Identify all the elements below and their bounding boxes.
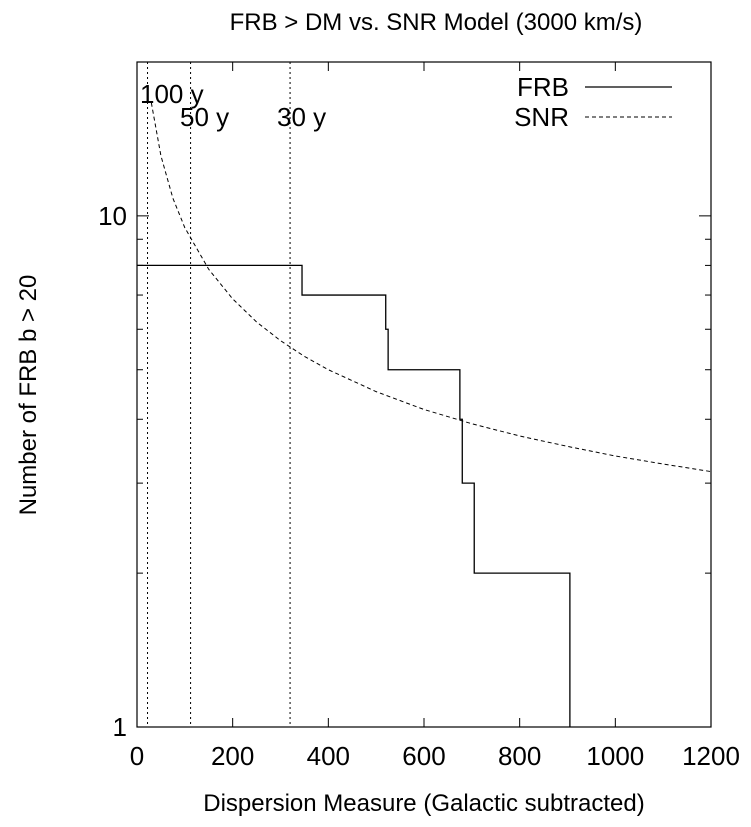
series-line-frb xyxy=(137,264,571,727)
y-axis-title: Number of FRB b > 20 xyxy=(15,275,42,516)
plot-frame xyxy=(136,61,712,728)
x-tick-label: 1200 xyxy=(682,741,740,771)
y-tick-label: 10 xyxy=(98,201,127,231)
x-tick-label: 1000 xyxy=(586,741,644,771)
y-tick-label: 1 xyxy=(113,712,127,742)
x-tick-label: 400 xyxy=(307,741,350,771)
vline-label: 30 y xyxy=(277,102,326,132)
vline-label: 100 y xyxy=(140,79,204,109)
series-line-snr xyxy=(150,102,711,473)
x-tick-label: 600 xyxy=(402,741,445,771)
plot-area: 0 200 400 600 800 1000 1200 1 10 100 y50 y 30 y FRB… xyxy=(98,61,740,771)
legend-label: FRB xyxy=(517,72,569,102)
vline-label: 50 y xyxy=(180,102,229,132)
legend-label: SNR xyxy=(514,102,569,132)
x-tick-label: 800 xyxy=(498,741,541,771)
x-tick-label: 200 xyxy=(211,741,254,771)
x-axis-title: Dispersion Measure (Galactic subtracted) xyxy=(203,790,645,817)
chart-title: FRB > DM vs. SNR Model (3000 km/s) xyxy=(230,9,643,36)
x-tick-label: 0 xyxy=(130,741,144,771)
